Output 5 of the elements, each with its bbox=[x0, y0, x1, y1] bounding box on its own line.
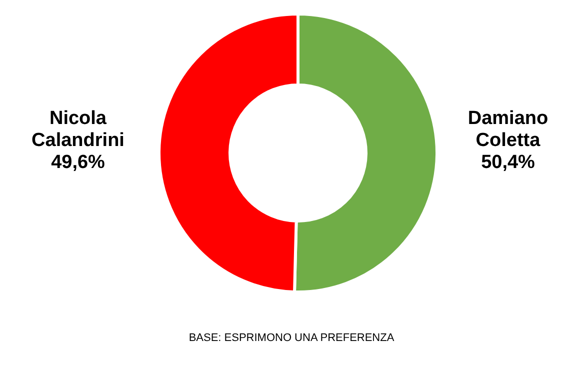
data-label: 50,4% bbox=[481, 152, 536, 173]
slice-label: Damiano Coletta bbox=[468, 108, 548, 151]
data-label: 49,6% bbox=[51, 152, 106, 173]
slice-label: Nicola Calandrini bbox=[32, 108, 124, 151]
text: BASE: ESPRIMONO UNA PREFERENZA bbox=[188, 332, 396, 344]
